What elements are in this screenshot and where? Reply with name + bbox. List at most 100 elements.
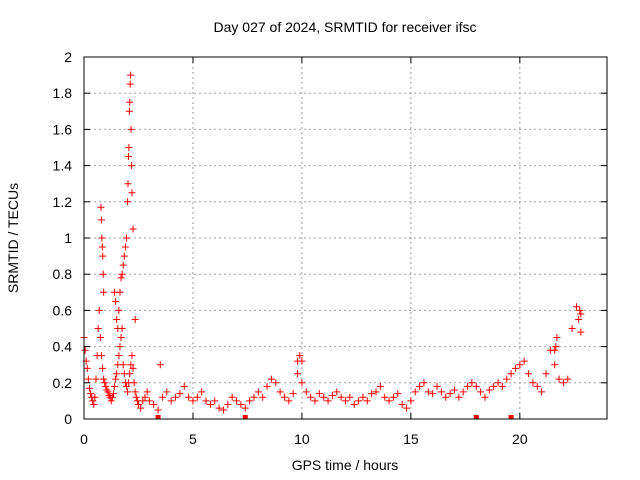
data-point (272, 379, 280, 387)
data-point (129, 364, 137, 372)
data-point (568, 325, 576, 332)
data-point (551, 361, 559, 369)
data-point (92, 375, 100, 383)
data-point (124, 198, 132, 206)
data-point (577, 310, 585, 318)
y-tick-label: 1.6 (53, 121, 73, 137)
data-point (507, 370, 515, 378)
data-point (337, 393, 345, 401)
data-point (472, 382, 480, 390)
data-point (246, 397, 254, 405)
data-point (468, 379, 476, 387)
data-point (575, 315, 583, 323)
data-point (167, 397, 175, 405)
data-point (372, 388, 380, 396)
data-point (403, 404, 411, 412)
data-point (97, 352, 105, 360)
data-point (100, 375, 108, 383)
data-point (125, 144, 133, 151)
data-point (311, 397, 319, 405)
data-point (122, 382, 130, 390)
data-point (129, 225, 137, 233)
data-point (359, 393, 367, 401)
data-point (259, 393, 267, 401)
data-point (116, 343, 124, 351)
y-tick-label: 0.8 (53, 266, 73, 282)
data-point (115, 352, 123, 360)
data-point (529, 379, 537, 387)
data-point (117, 274, 125, 282)
data-point (280, 393, 288, 401)
data-point (376, 382, 384, 390)
data-point (398, 401, 406, 409)
x-axis-ticks: 0 5 10 15 20 (80, 57, 528, 447)
data-point (429, 390, 437, 398)
data-point (108, 393, 116, 401)
baseline-marker (473, 415, 479, 419)
data-point (158, 393, 166, 401)
data-point (555, 375, 563, 383)
data-point (498, 382, 506, 390)
data-point (172, 393, 180, 401)
data-point (121, 243, 129, 251)
data-point (113, 370, 121, 378)
data-point (115, 306, 123, 314)
data-point (576, 306, 584, 314)
data-point (202, 397, 210, 405)
data-point (553, 334, 561, 342)
data-point (263, 382, 271, 390)
data-point (116, 288, 124, 296)
x-tick-label: 20 (512, 431, 528, 447)
data-point (320, 393, 328, 401)
data-point (124, 153, 132, 161)
y-tick-label: 0.6 (53, 302, 73, 318)
data-point (126, 80, 134, 88)
data-point (127, 361, 135, 369)
data-point (119, 361, 127, 369)
data-point (193, 393, 201, 401)
data-point (99, 270, 107, 278)
data-point (111, 382, 119, 390)
data-points (80, 71, 585, 414)
data-point (494, 379, 502, 387)
data-point (128, 162, 136, 170)
data-point (100, 288, 108, 296)
data-point (219, 406, 227, 414)
y-tick-label: 1 (64, 230, 72, 246)
baseline-marker (508, 415, 514, 419)
y-tick-label: 0 (64, 411, 72, 427)
data-point (99, 252, 107, 260)
data-point (139, 397, 147, 405)
data-point (315, 390, 323, 398)
data-point (105, 391, 113, 399)
data-point (141, 393, 149, 401)
data-point (577, 328, 585, 336)
data-point (98, 234, 106, 242)
data-point (381, 393, 389, 401)
data-point (127, 71, 135, 79)
data-point (533, 382, 541, 390)
baseline-marker (242, 415, 248, 419)
data-point (97, 216, 105, 224)
data-point (119, 261, 127, 269)
data-point (85, 384, 93, 392)
data-point (224, 401, 232, 409)
data-point (98, 243, 106, 251)
data-point (185, 393, 193, 401)
data-point (128, 189, 136, 197)
data-point (128, 352, 136, 360)
data-point (520, 357, 528, 365)
data-point (411, 388, 419, 396)
data-point (407, 397, 415, 405)
data-point (490, 382, 498, 390)
data-point (294, 370, 302, 378)
chart-title: Day 027 of 2024, SRMTID for receiver ifs… (214, 19, 477, 35)
data-point (267, 375, 275, 383)
data-point (114, 325, 122, 332)
data-point (464, 382, 472, 390)
data-point (538, 388, 546, 396)
data-point (134, 401, 142, 409)
data-point (446, 390, 454, 398)
data-point (130, 379, 138, 387)
